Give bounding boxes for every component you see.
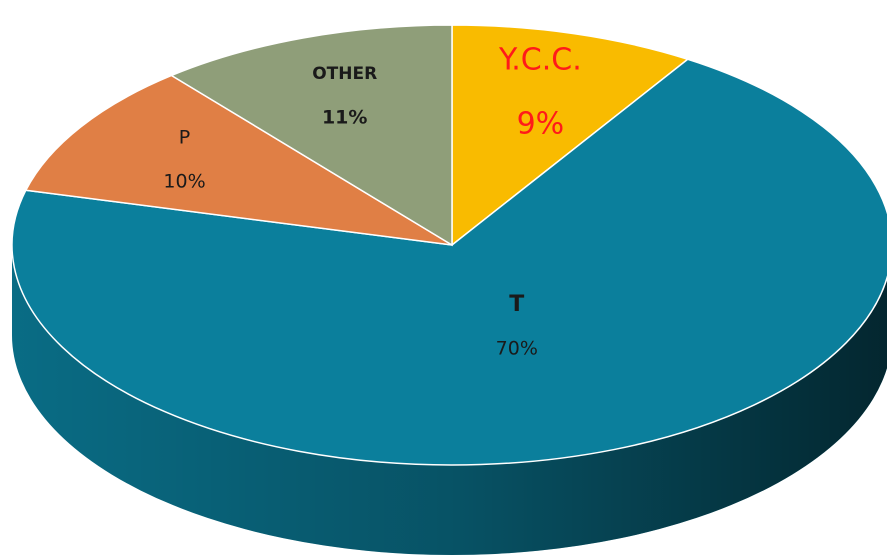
slice-value-label: 9% [517,106,565,141]
slice-label: T [509,292,524,317]
slice [169,24,453,247]
slice-value-label: 10% [163,171,205,193]
slice-value-label: 11% [322,106,367,128]
labels: Y.C.C. 9% T 70% P 10% OTHER 11% [163,42,581,359]
pie-side [12,245,887,555]
slice [11,58,887,466]
slice-side-shade [12,245,887,555]
pie-top [11,24,887,466]
slice-label: P [179,127,190,149]
slice-label: OTHER [312,64,377,84]
slice-label: Y.C.C. [498,42,582,77]
slice [451,24,690,247]
slice [24,74,453,246]
slice-value-label: 70% [496,337,538,359]
